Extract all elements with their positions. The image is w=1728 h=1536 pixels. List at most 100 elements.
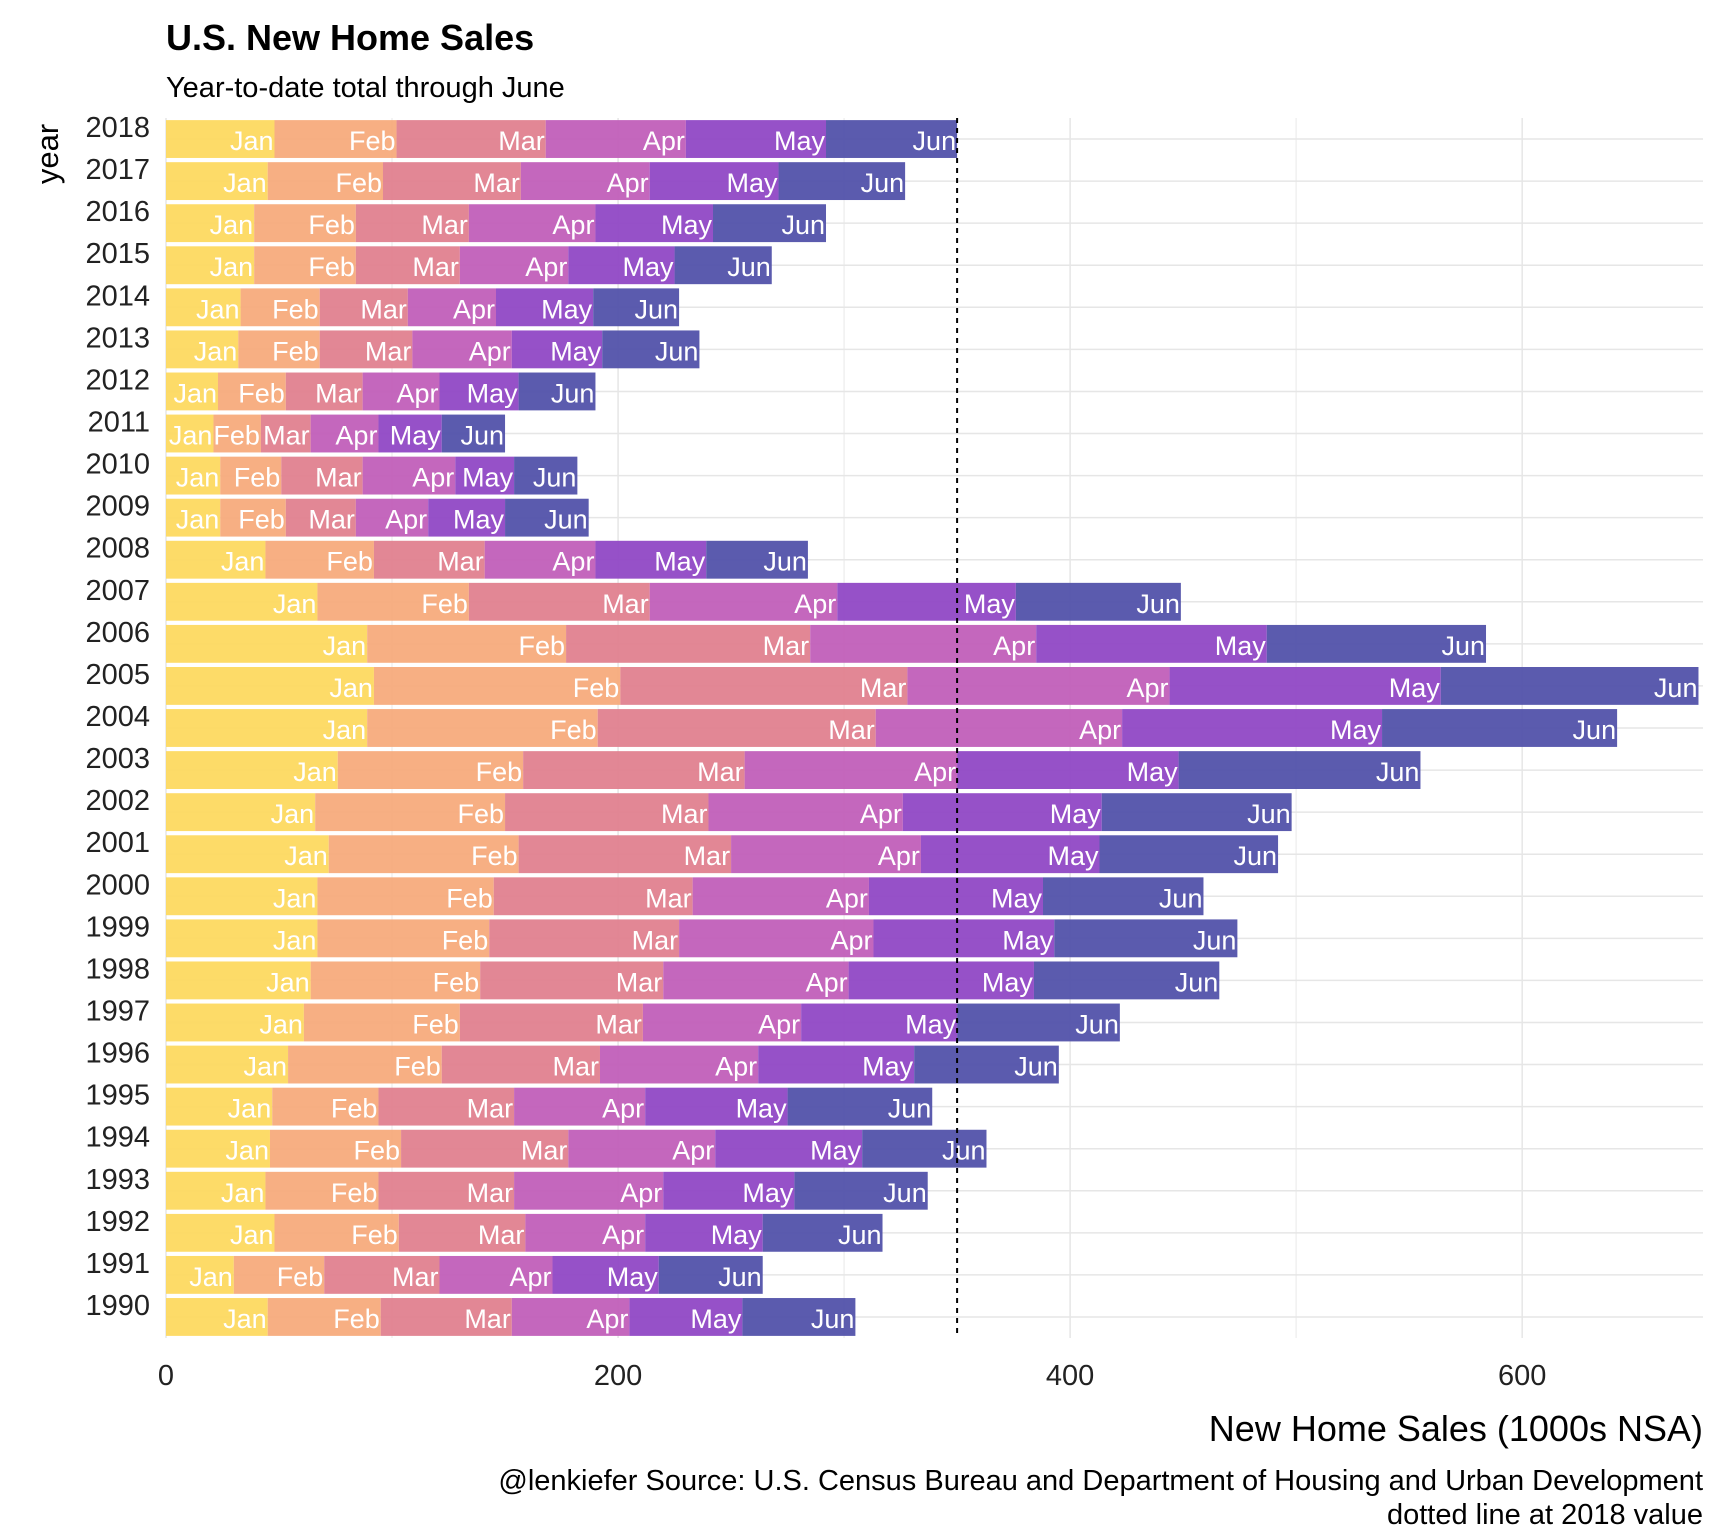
segment-label-2009-may: May [453, 505, 505, 535]
bar-segment-1998-jan [166, 961, 311, 1000]
x-tick-label: 600 [1498, 1360, 1546, 1392]
segment-label-1995-jun: Jun [888, 1094, 932, 1124]
segment-label-1992-jun: Jun [838, 1220, 882, 1250]
segment-label-2017-apr: Apr [607, 168, 649, 198]
bar-segment-2002-jan [166, 793, 316, 832]
segment-label-1992-feb: Feb [351, 1220, 398, 1250]
segment-label-2010-mar: Mar [315, 463, 362, 493]
bar-segment-1990-apr [511, 1298, 630, 1336]
bar-segment-2017-feb [267, 162, 383, 201]
bar-segment-1991-feb [233, 1255, 325, 1294]
segment-label-1993-jan: Jan [221, 1178, 265, 1208]
segment-label-2009-mar: Mar [308, 505, 355, 535]
segment-label-2013-mar: Mar [365, 336, 412, 366]
segment-label-1990-feb: Feb [333, 1304, 380, 1334]
bar-segment-1993-may [663, 1171, 795, 1210]
segment-label-2000-mar: Mar [645, 883, 692, 913]
bar-segment-1995-jun [787, 1087, 933, 1126]
segment-label-1994-mar: Mar [521, 1136, 568, 1166]
segment-label-1998-jan: Jan [266, 967, 310, 997]
y-tick-label: 2011 [88, 407, 150, 439]
segment-label-2002-apr: Apr [860, 799, 902, 829]
bar-segment-1990-may [629, 1298, 743, 1336]
bar-segment-2012-feb [217, 372, 286, 411]
y-tick-label: 2007 [85, 575, 150, 607]
bar-segment-2008-apr [484, 540, 596, 579]
bar-segment-2009-may [428, 498, 506, 537]
bar-segment-1996-may [758, 1045, 915, 1084]
chart-subtitle: Year-to-date total through June [166, 72, 565, 104]
bar-segment-2006-jan [166, 624, 368, 663]
bar-segment-1998-feb [310, 961, 481, 1000]
bar-segment-2015-feb [254, 246, 356, 285]
y-tick-label: 2012 [85, 364, 150, 396]
segment-label-2005-jun: Jun [1654, 673, 1698, 703]
bar-segment-2018-mar [396, 120, 546, 158]
bar-segment-2018-may [685, 120, 827, 158]
bar-segment-2005-feb [373, 667, 621, 705]
segment-label-1998-feb: Feb [433, 967, 480, 997]
segment-label-1993-feb: Feb [331, 1178, 378, 1208]
segment-label-2014-feb: Feb [272, 294, 319, 324]
segment-label-2004-may: May [1330, 715, 1382, 745]
segment-label-2005-may: May [1389, 673, 1441, 703]
bar-segment-1993-jun [794, 1171, 928, 1210]
segment-label-1997-jan: Jan [259, 1009, 303, 1039]
bar-segment-1996-feb [288, 1045, 442, 1084]
segment-label-2014-mar: Mar [360, 294, 407, 324]
bar-segment-1998-mar [480, 961, 664, 1000]
bar-segment-2000-mar [493, 877, 693, 916]
segment-label-2000-may: May [991, 883, 1043, 913]
bar-segment-2013-mar [319, 330, 413, 369]
bar-segment-1993-apr [514, 1171, 664, 1210]
segment-label-2006-mar: Mar [763, 631, 810, 661]
segment-label-1995-apr: Apr [602, 1094, 644, 1124]
segment-label-2005-jan: Jan [329, 673, 373, 703]
y-tick-label: 2016 [85, 196, 150, 228]
bar-segment-2001-apr [731, 835, 921, 874]
segment-label-2011-apr: Apr [335, 421, 377, 451]
segment-label-1991-apr: Apr [509, 1262, 551, 1292]
segment-label-2014-may: May [541, 294, 593, 324]
segment-label-1997-jun: Jun [1075, 1009, 1119, 1039]
bar-segment-1995-apr [514, 1087, 646, 1126]
segment-label-1998-jun: Jun [1175, 967, 1219, 997]
bar-segment-2006-feb [367, 624, 567, 663]
segment-label-2015-apr: Apr [525, 252, 567, 282]
bar-segment-2009-apr [355, 498, 429, 537]
bar-segment-2012-mar [285, 372, 363, 411]
y-tick-label: 2008 [85, 533, 150, 565]
segment-label-2016-feb: Feb [308, 210, 355, 240]
segment-label-1995-may: May [736, 1094, 788, 1124]
bar-segment-2013-jan [166, 330, 239, 369]
y-tick-label: 1997 [85, 995, 150, 1027]
bar-segment-2014-feb [240, 288, 320, 327]
bar-segment-2001-mar [518, 835, 732, 874]
segment-label-2006-jan: Jan [323, 631, 367, 661]
segment-label-1997-feb: Feb [412, 1009, 459, 1039]
y-tick-label: 2003 [85, 743, 150, 775]
bar-segment-2000-jan [166, 877, 318, 916]
segment-label-2002-mar: Mar [661, 799, 708, 829]
bar-segment-2018-apr [545, 120, 686, 158]
bar-segment-1997-may [801, 1003, 958, 1042]
segment-label-2007-apr: Apr [794, 589, 836, 619]
segment-label-2000-apr: Apr [826, 883, 868, 913]
bar-segment-2007-jan [166, 582, 318, 621]
bar-segment-1995-mar [378, 1087, 515, 1126]
bar-segment-1997-mar [459, 1003, 643, 1042]
segment-label-2003-apr: Apr [914, 757, 956, 787]
bar-segment-2000-jun [1042, 877, 1204, 916]
y-tick-label: 2002 [85, 785, 150, 817]
segment-label-2000-jun: Jun [1159, 883, 1203, 913]
segment-label-2015-feb: Feb [308, 252, 355, 282]
segment-label-1997-apr: Apr [758, 1009, 800, 1039]
segment-label-2015-mar: Mar [412, 252, 459, 282]
segment-label-2013-jun: Jun [655, 336, 699, 366]
bar-segment-1990-jun [742, 1298, 856, 1336]
segment-label-2014-jun: Jun [635, 294, 679, 324]
segment-label-1990-may: May [690, 1304, 742, 1334]
bar-segment-2012-jan [166, 372, 218, 411]
segment-label-2015-may: May [623, 252, 675, 282]
bar-segment-2018-jan [166, 120, 275, 158]
